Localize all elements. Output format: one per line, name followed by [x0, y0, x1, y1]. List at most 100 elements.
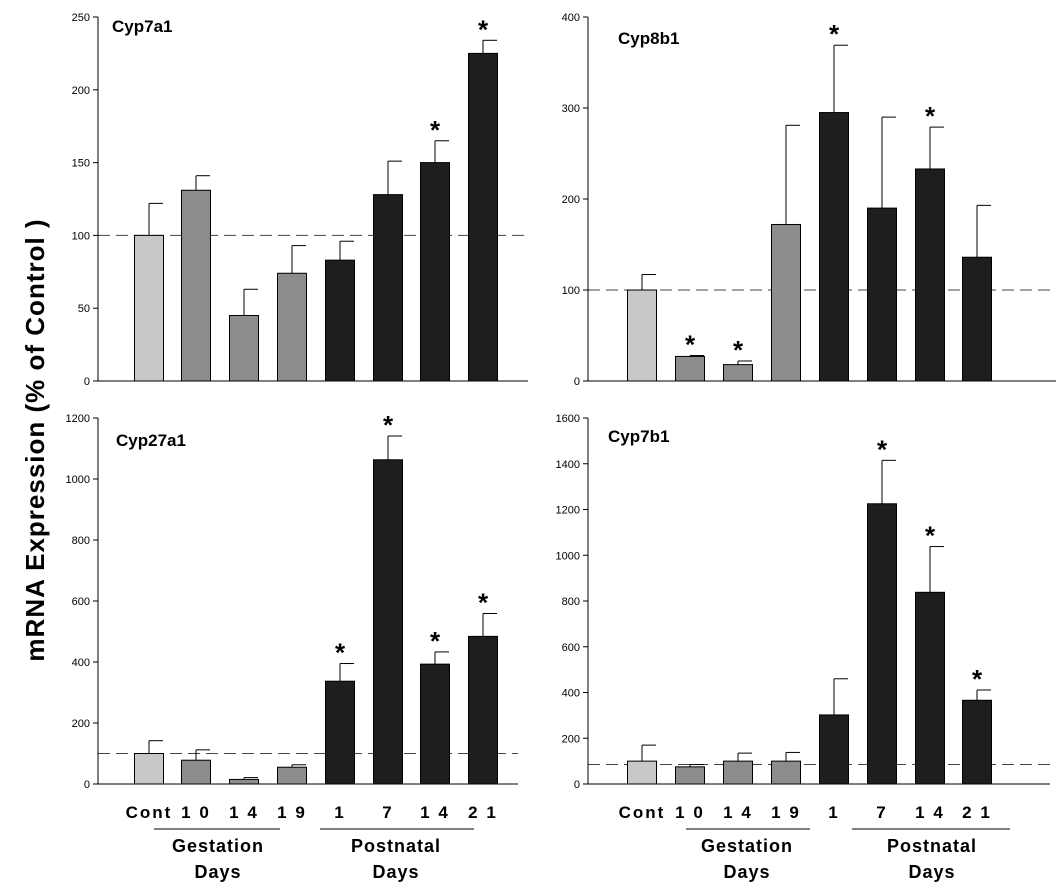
panel-title: Cyp7b1 [608, 427, 669, 446]
category-label: 1 4 [915, 803, 945, 822]
y-tick-label: 1600 [556, 413, 580, 425]
y-tick-label: 100 [72, 230, 90, 242]
category-label: 7 [382, 803, 393, 822]
bar [229, 778, 259, 785]
bar [468, 52, 498, 382]
significance-star: * [925, 101, 936, 131]
group-label: Postnatal [351, 836, 441, 856]
category-label: 2 1 [468, 803, 498, 822]
significance-star: * [383, 410, 394, 440]
significance-star: * [430, 626, 441, 656]
y-tick-label: 300 [562, 103, 580, 115]
significance-star: * [478, 588, 489, 618]
group-label: Days [194, 862, 241, 882]
category-label: 1 0 [675, 803, 705, 822]
significance-star: * [430, 115, 441, 145]
y-tick-label: 0 [84, 779, 90, 791]
y-tick-label: 0 [574, 779, 580, 791]
y-tick-label: 50 [78, 303, 90, 315]
bar [723, 364, 753, 382]
group-label: Gestation [172, 836, 264, 856]
category-label: 7 [876, 803, 887, 822]
bar [915, 591, 945, 785]
group-label: Gestation [701, 836, 793, 856]
bar [962, 699, 992, 785]
y-tick-label: 400 [562, 12, 580, 24]
category-label: 1 4 [229, 803, 259, 822]
bar [468, 635, 498, 785]
bar [277, 272, 307, 382]
y-tick-label: 600 [562, 642, 580, 654]
category-label: Cont [619, 803, 666, 822]
bar [819, 112, 849, 382]
category-label: 1 [334, 803, 345, 822]
panel-title: Cyp8b1 [618, 29, 679, 48]
bar [915, 168, 945, 382]
y-tick-label: 1400 [556, 459, 580, 471]
group-label: Days [723, 862, 770, 882]
y-tick-label: 200 [562, 733, 580, 745]
y-tick-label: 150 [72, 158, 90, 170]
bar [373, 459, 403, 785]
y-tick-label: 1200 [66, 413, 90, 425]
bar [325, 680, 355, 785]
y-tick-label: 200 [72, 85, 90, 97]
category-label: 1 0 [181, 803, 211, 822]
y-tick-label: 1000 [556, 550, 580, 562]
y-tick-label: 1200 [556, 505, 580, 517]
bar [373, 194, 403, 382]
y-tick-label: 800 [562, 596, 580, 608]
chart-panel: * * * * 0 200 400 600 800 1000 1200 Cyp27a1 [66, 410, 518, 791]
bar [723, 760, 753, 785]
significance-star: * [925, 521, 936, 551]
significance-star: * [335, 638, 346, 668]
bar [181, 189, 211, 382]
y-tick-label: 1000 [66, 474, 90, 486]
chart-panel: * * * * 0 100 200 300 400 Cyp8b1 [562, 12, 1056, 388]
chart-panel: * * * 0 200 400 600 800 1000 1200 1400 1600 Cyp7b1 [556, 413, 1050, 791]
category-label: 1 [828, 803, 839, 822]
category-label: 1 4 [420, 803, 450, 822]
significance-star: * [877, 434, 888, 464]
y-tick-label: 250 [72, 12, 90, 24]
y-tick-label: 800 [72, 535, 90, 547]
category-label: 1 9 [771, 803, 801, 822]
y-tick-label: 400 [72, 657, 90, 669]
bar [867, 207, 897, 382]
category-label: 2 1 [962, 803, 992, 822]
bar [627, 289, 657, 382]
significance-star: * [733, 335, 744, 365]
panel-title: Cyp7a1 [112, 17, 172, 36]
bar [134, 753, 164, 785]
bar [819, 714, 849, 785]
bar [420, 162, 450, 382]
y-tick-label: 600 [72, 596, 90, 608]
y-axis-label: mRNA Expression (% of Control ) [20, 218, 50, 661]
group-label: Days [372, 862, 419, 882]
bar [420, 663, 450, 785]
y-tick-label: 100 [562, 285, 580, 297]
bar [277, 766, 307, 785]
y-tick-label: 200 [562, 194, 580, 206]
bar [675, 766, 705, 785]
y-tick-label: 400 [562, 688, 580, 700]
bar [627, 760, 657, 785]
category-label: 1 9 [277, 803, 307, 822]
panels: * * 0 50 100 150 200 250 Cyp7a1 * * * * 0 100 200 300 400… [66, 12, 1056, 791]
category-label: Cont [126, 803, 173, 822]
bar [867, 503, 897, 785]
bar [229, 314, 259, 382]
bar [771, 760, 801, 785]
bar [771, 223, 801, 382]
y-tick-label: 0 [574, 376, 580, 388]
chart-panel: * * 0 50 100 150 200 250 Cyp7a1 [72, 12, 528, 388]
bar [675, 355, 705, 382]
bar [962, 256, 992, 382]
y-tick-label: 0 [84, 376, 90, 388]
bar [325, 259, 355, 382]
significance-star: * [972, 664, 983, 694]
group-label: Postnatal [887, 836, 977, 856]
bar [181, 759, 211, 785]
